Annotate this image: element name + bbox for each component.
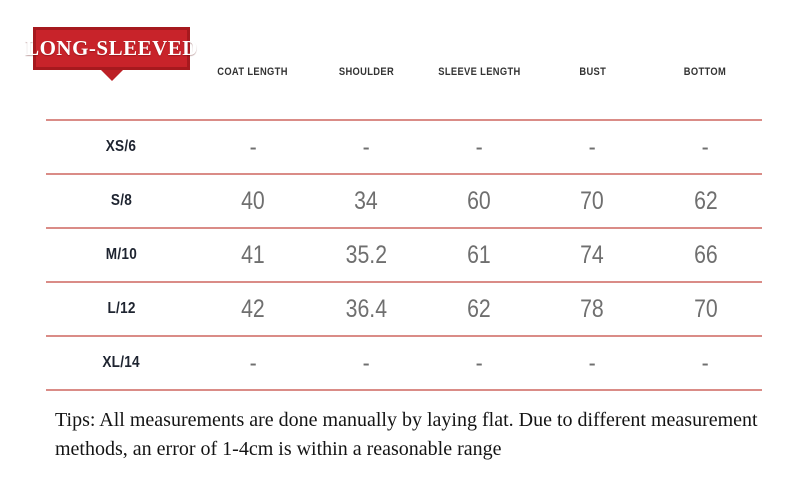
value-cell: - xyxy=(362,348,370,377)
value-cell: 35.2 xyxy=(345,240,387,269)
value-cell: 40 xyxy=(241,186,265,215)
table-row: S/8 40 34 60 70 62 xyxy=(46,174,762,228)
value-cell: 62 xyxy=(467,294,491,323)
measurement-tips-note: Tips: All measurements are done manually… xyxy=(55,406,770,464)
tips-line-2: methods, an error of 1-4cm is within a r… xyxy=(55,438,502,460)
value-cell: 34 xyxy=(354,186,378,215)
value-cell: 41 xyxy=(241,240,265,269)
value-cell: 60 xyxy=(467,186,491,215)
value-cell: - xyxy=(588,348,596,377)
measurements-table: XS/6 - - - - - S/8 40 34 60 70 62 M/10 4… xyxy=(46,119,762,391)
size-cell: XL/14 xyxy=(102,354,140,371)
column-header-shoulder: SHOULDER xyxy=(338,66,394,78)
size-category-label: LONG-SLEEVED xyxy=(25,36,198,60)
value-cell: - xyxy=(249,132,257,161)
size-cell: XS/6 xyxy=(105,138,137,155)
value-cell: 66 xyxy=(693,240,718,269)
size-cell: S/8 xyxy=(110,192,132,209)
size-cell: M/10 xyxy=(105,246,137,263)
column-header-bottom: BOTTOM xyxy=(684,66,727,78)
value-cell: - xyxy=(701,132,709,161)
column-header-bust: BUST xyxy=(578,66,606,78)
value-cell: 78 xyxy=(580,294,605,323)
value-cell: - xyxy=(588,132,596,161)
column-header-coat-length: COAT LENGTH xyxy=(217,66,289,78)
table-row: XS/6 - - - - - xyxy=(46,120,762,174)
table-row: M/10 41 35.2 61 74 66 xyxy=(46,228,762,282)
value-cell: 70 xyxy=(693,294,718,323)
value-cell: 36.4 xyxy=(345,294,387,323)
value-cell: - xyxy=(475,132,483,161)
table-header-row: COAT LENGTH SHOULDER SLEEVE LENGTH BUST … xyxy=(46,58,762,86)
value-cell: 62 xyxy=(693,186,718,215)
table-row: XL/14 - - - - - xyxy=(46,336,762,390)
column-header-sleeve-length: SLEEVE LENGTH xyxy=(437,66,521,78)
value-cell: - xyxy=(249,348,257,377)
tips-line-1: Tips: All measurements are done manually… xyxy=(55,409,758,431)
table-row: L/12 42 36.4 62 78 70 xyxy=(46,282,762,336)
ribbon-pointer-icon xyxy=(100,70,123,81)
size-cell: L/12 xyxy=(107,300,136,317)
value-cell: - xyxy=(701,348,709,377)
value-cell: - xyxy=(475,348,483,377)
value-cell: 74 xyxy=(580,240,605,269)
value-cell: 70 xyxy=(580,186,605,215)
value-cell: 42 xyxy=(241,294,265,323)
value-cell: - xyxy=(362,132,370,161)
size-category-ribbon: LONG-SLEEVED xyxy=(25,27,197,81)
value-cell: 61 xyxy=(467,240,491,269)
